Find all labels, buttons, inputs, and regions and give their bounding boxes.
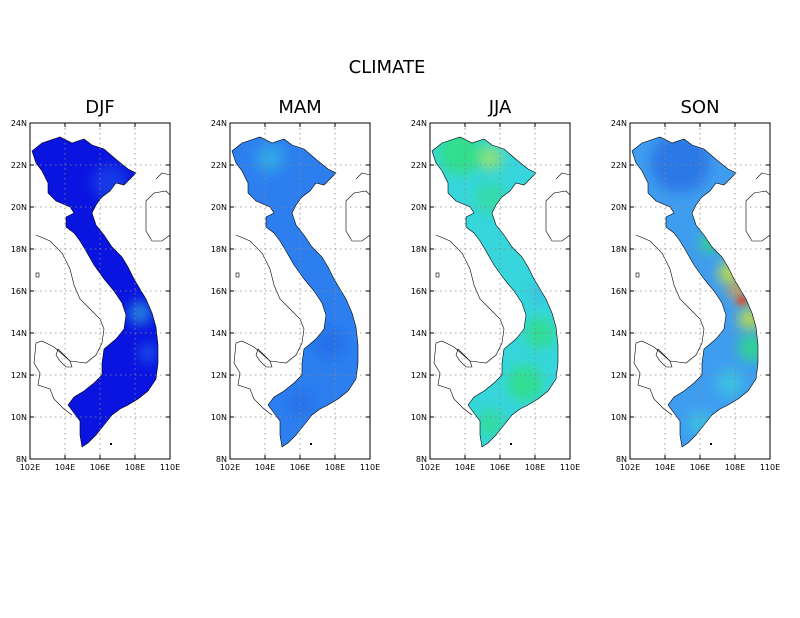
y-tick-label: 14N [611,329,627,338]
tonle-sap-lake [455,348,473,368]
hainan-island [745,190,770,242]
y-tick-label: 12N [211,371,227,380]
panel-title: MAM [278,97,321,118]
y-tick-label: 10N [411,413,427,422]
country-border [633,234,705,416]
x-tick-label: 104E [655,463,675,472]
country-border [433,234,505,416]
y-tick-label: 16N [211,287,227,296]
x-tick-label: 104E [255,463,275,472]
panel-title: DJF [85,97,115,118]
y-tick-label: 22N [611,161,627,170]
x-tick-label: 102E [420,463,440,472]
y-tick-label: 8N [416,455,427,464]
x-tick-label: 108E [525,463,545,472]
hainan-island [345,190,370,242]
y-tick-label: 16N [11,287,27,296]
x-tick-label: 110E [360,463,380,472]
y-tick-label: 16N [411,287,427,296]
y-tick-label: 10N [11,413,27,422]
x-tick-label: 108E [325,463,345,472]
y-tick-label: 22N [11,161,27,170]
y-tick-label: 24N [411,119,427,128]
y-tick-label: 18N [211,245,227,254]
figure-title: CLIMATE [349,57,426,78]
y-tick-label: 14N [211,329,227,338]
y-tick-label: 16N [611,287,627,296]
y-tick-label: 22N [411,161,427,170]
hainan-island [545,190,570,242]
y-tick-label: 8N [16,455,27,464]
x-tick-label: 104E [55,463,75,472]
panel-title: JJA [488,97,512,118]
hainan-island [145,190,170,242]
x-tick-label: 110E [160,463,180,472]
china-coastline [555,172,570,180]
china-coastline [755,172,770,180]
y-tick-label: 12N [11,371,27,380]
y-tick-label: 8N [216,455,227,464]
tonle-sap-lake [255,348,273,368]
country-border [33,234,105,416]
y-tick-label: 18N [611,245,627,254]
tonle-sap-lake [55,348,73,368]
x-tick-label: 106E [490,463,510,472]
y-tick-label: 14N [11,329,27,338]
y-tick-label: 10N [211,413,227,422]
y-tick-label: 20N [411,203,427,212]
x-tick-label: 106E [690,463,710,472]
y-tick-label: 24N [211,119,227,128]
y-tick-label: 8N [616,455,627,464]
x-tick-label: 102E [620,463,640,472]
x-tick-label: 108E [125,463,145,472]
x-tick-label: 106E [90,463,110,472]
tonle-sap-lake [655,348,673,368]
y-tick-label: 14N [411,329,427,338]
x-tick-label: 110E [760,463,780,472]
y-tick-label: 24N [11,119,27,128]
x-tick-label: 102E [20,463,40,472]
y-tick-label: 20N [611,203,627,212]
country-border [233,234,305,416]
y-tick-label: 10N [611,413,627,422]
x-tick-label: 106E [290,463,310,472]
x-tick-label: 108E [725,463,745,472]
y-tick-label: 12N [611,371,627,380]
china-coastline [355,172,370,180]
y-tick-label: 20N [211,203,227,212]
y-tick-label: 18N [11,245,27,254]
y-tick-label: 18N [411,245,427,254]
x-tick-label: 104E [455,463,475,472]
x-tick-label: 102E [220,463,240,472]
panel-title: SON [680,97,719,118]
y-tick-label: 24N [611,119,627,128]
x-tick-label: 110E [560,463,580,472]
y-tick-label: 12N [411,371,427,380]
y-tick-label: 22N [211,161,227,170]
china-coastline [155,172,170,180]
y-tick-label: 20N [11,203,27,212]
